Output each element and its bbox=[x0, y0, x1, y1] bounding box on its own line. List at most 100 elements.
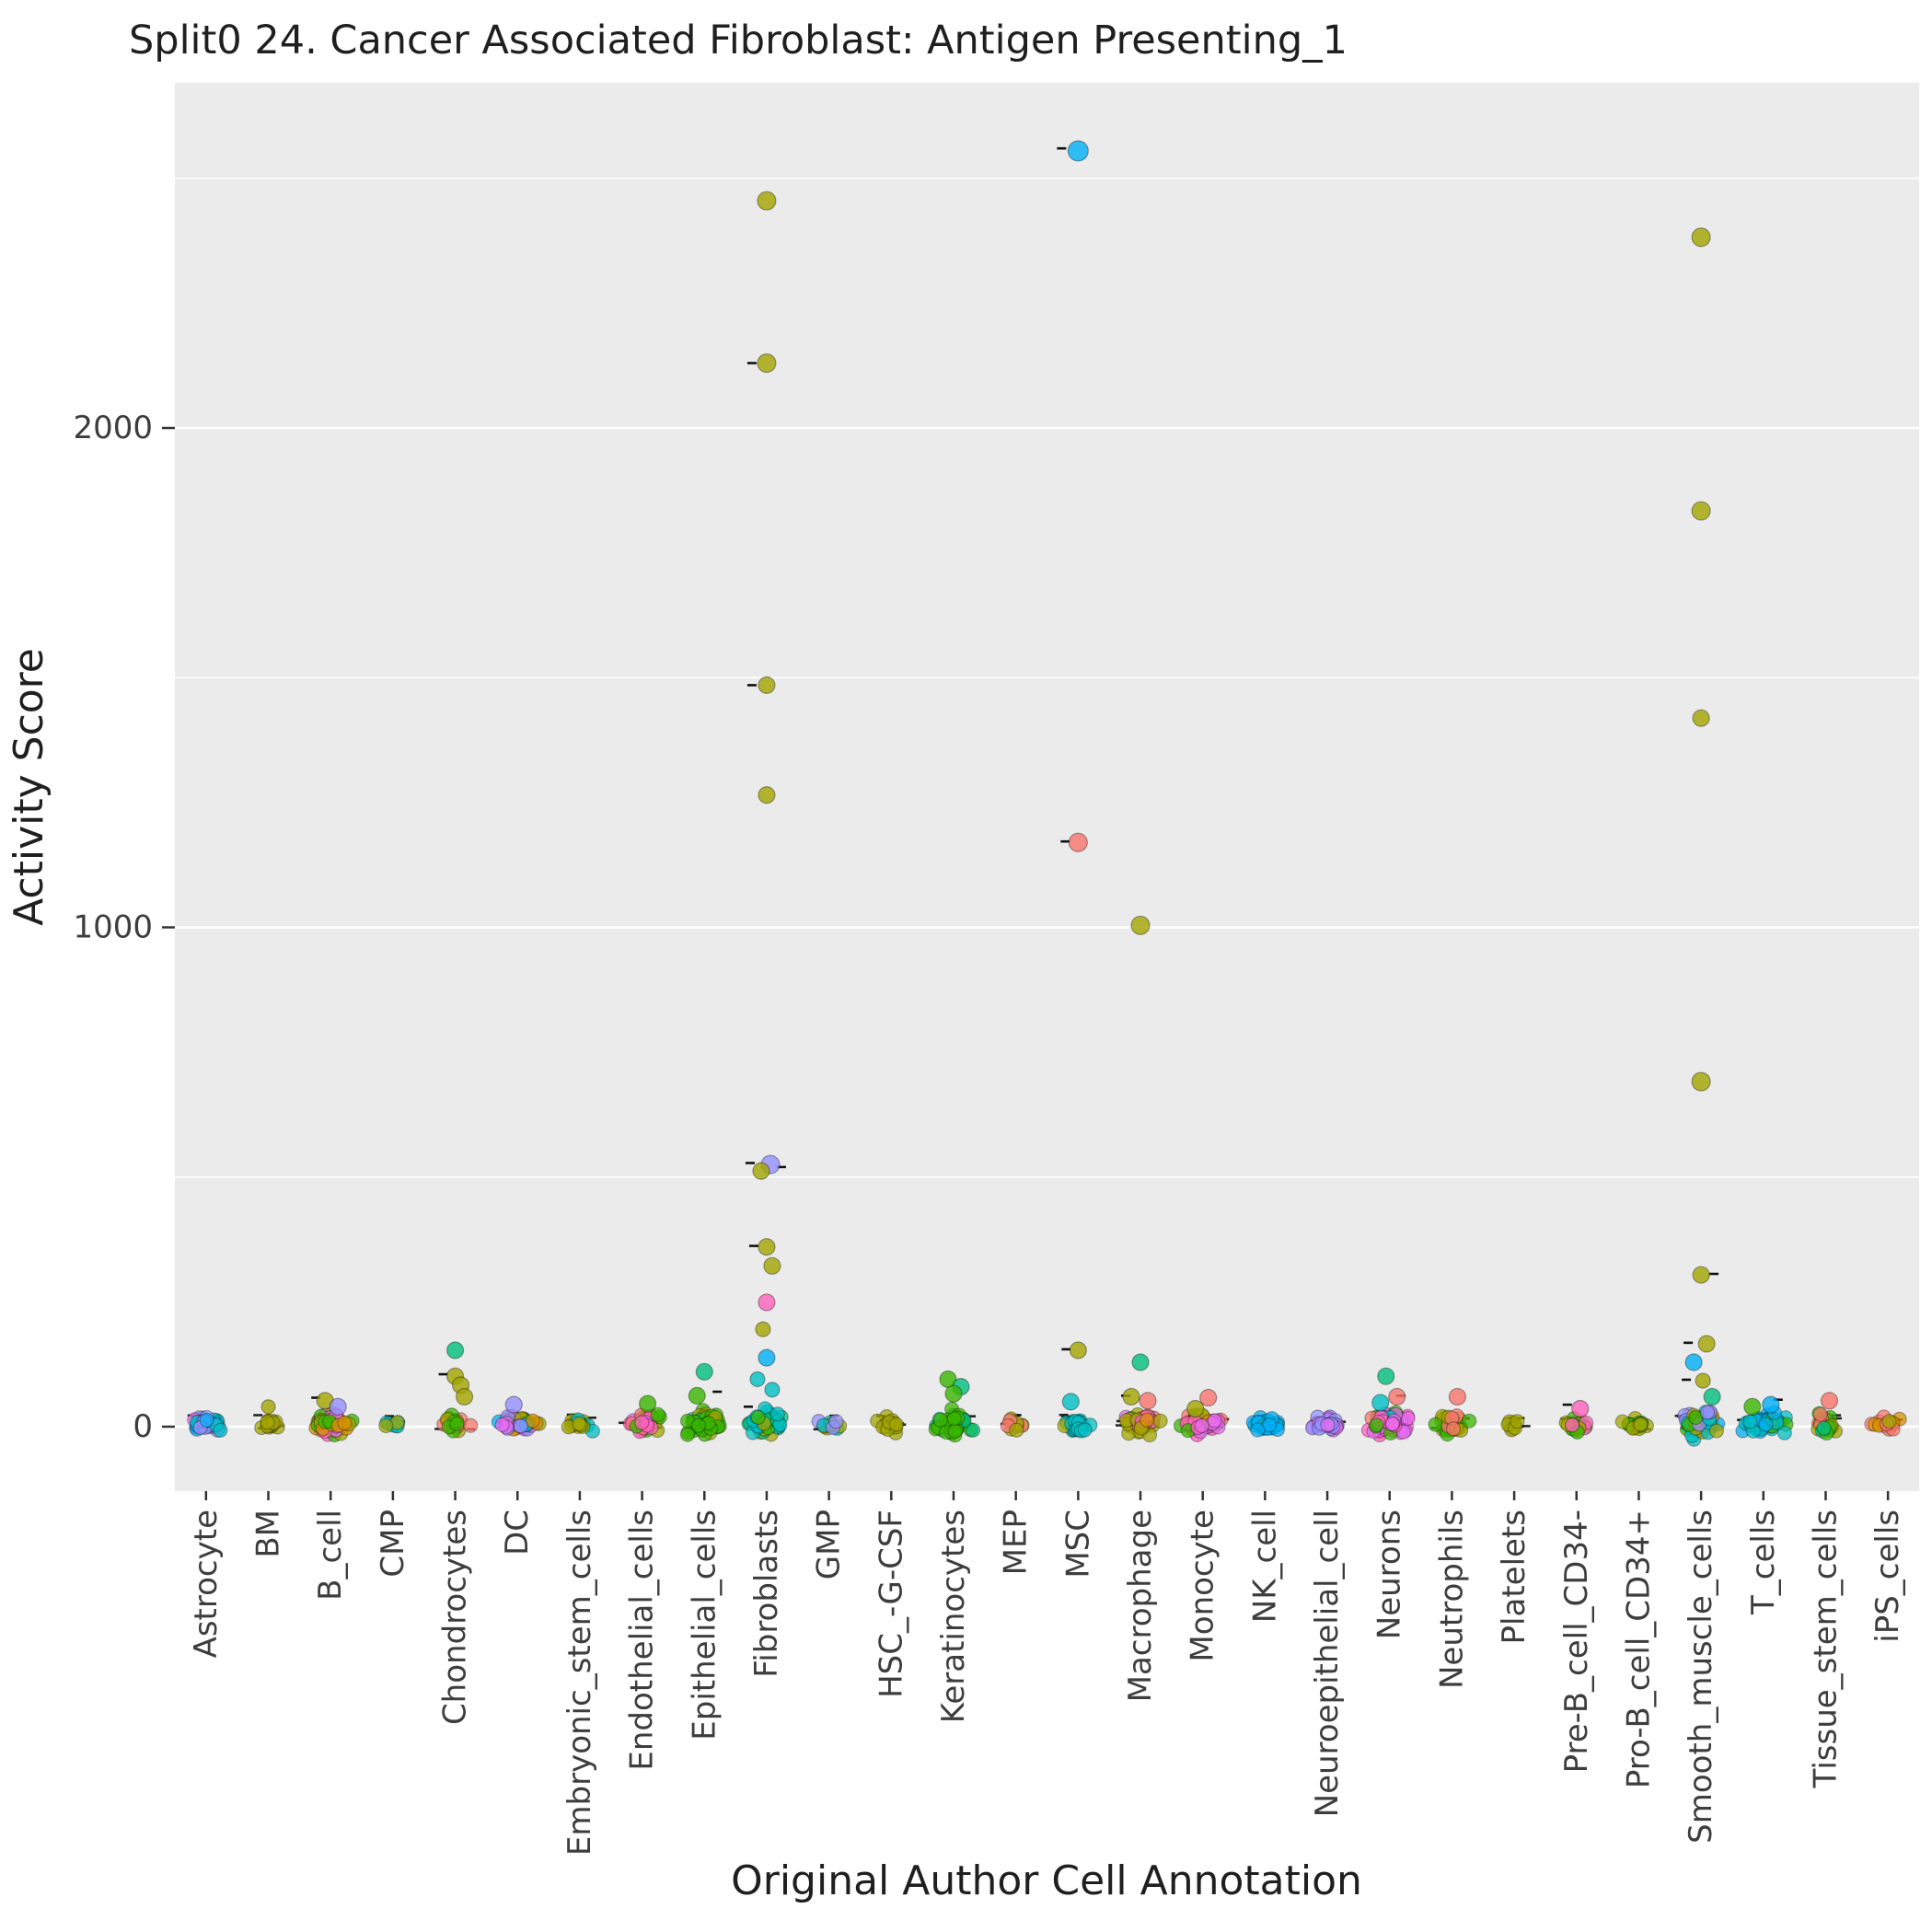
outlier-point bbox=[1743, 1397, 1762, 1416]
data-dash bbox=[384, 1415, 394, 1417]
data-point bbox=[932, 1412, 948, 1428]
data-point bbox=[1758, 1417, 1774, 1432]
outlier-point bbox=[752, 1162, 770, 1180]
outlier-point bbox=[1820, 1392, 1839, 1410]
outlier-point bbox=[1130, 915, 1151, 935]
data-point bbox=[634, 1415, 650, 1430]
data-point bbox=[525, 1413, 540, 1429]
outlier-point bbox=[939, 1370, 957, 1389]
x-tick-label: Smooth_muscle_cells bbox=[1683, 1510, 1719, 1844]
data-point bbox=[1881, 1414, 1897, 1429]
outlier-point bbox=[504, 1395, 523, 1414]
x-tick-label: GMP bbox=[811, 1510, 848, 1579]
data-dash bbox=[1521, 1425, 1531, 1428]
data-point bbox=[378, 1417, 394, 1434]
data-dash bbox=[1057, 146, 1067, 150]
plot-panel-layer: 0 1000 2000 Astrocyte BM B_cell CMP Chondrocyte… bbox=[73, 83, 1919, 1856]
data-dash bbox=[438, 1372, 448, 1376]
data-dash bbox=[745, 1162, 755, 1164]
x-tick-label: Neurons bbox=[1371, 1510, 1408, 1639]
data-point bbox=[1510, 1414, 1525, 1429]
data-point bbox=[1742, 1414, 1758, 1429]
data-point bbox=[199, 1412, 214, 1429]
outlier-point bbox=[1684, 1353, 1703, 1371]
outlier-point bbox=[1068, 832, 1088, 852]
y-tick-label: 2000 bbox=[73, 410, 153, 446]
x-tick-label: Endothelial_cells bbox=[624, 1510, 661, 1771]
outlier-point bbox=[758, 1238, 776, 1256]
data-point bbox=[1699, 1405, 1716, 1420]
outlier-point bbox=[758, 1348, 776, 1367]
x-tick-label: Monocyte bbox=[1185, 1510, 1221, 1662]
data-dash bbox=[253, 1414, 263, 1417]
x-axis-title: Original Author Cell Annotation bbox=[731, 1857, 1362, 1904]
data-point bbox=[947, 1423, 963, 1439]
plot-panel bbox=[175, 83, 1919, 1491]
data-point bbox=[1207, 1413, 1222, 1429]
data-dash bbox=[1773, 1398, 1783, 1402]
data-point bbox=[1262, 1417, 1278, 1433]
outlier-point bbox=[1703, 1387, 1721, 1406]
x-tick-label: CMP bbox=[375, 1510, 411, 1578]
outlier-point bbox=[1377, 1367, 1395, 1385]
outlier-point bbox=[755, 1321, 771, 1337]
data-point bbox=[1428, 1417, 1443, 1432]
outlier-point bbox=[757, 191, 777, 211]
x-tick-label: MEP bbox=[998, 1510, 1035, 1575]
data-point bbox=[965, 1422, 981, 1438]
outlier-point bbox=[1122, 1387, 1140, 1406]
data-dash bbox=[1562, 1403, 1572, 1406]
data-point bbox=[769, 1406, 785, 1422]
data-dash bbox=[1682, 1378, 1692, 1382]
outlier-point bbox=[757, 353, 777, 374]
x-tick-label: iPS_cells bbox=[1869, 1510, 1906, 1643]
x-tick-label: T_cells bbox=[1745, 1510, 1782, 1615]
outlier-point bbox=[1131, 1353, 1150, 1371]
data-dash bbox=[1059, 1413, 1069, 1417]
data-dash bbox=[1832, 1417, 1842, 1420]
outlier-point bbox=[764, 1382, 781, 1398]
data-point bbox=[888, 1417, 904, 1432]
data-point bbox=[337, 1415, 353, 1431]
data-dash bbox=[712, 1390, 723, 1394]
data-point bbox=[1369, 1417, 1384, 1433]
y-tick-label: 0 bbox=[133, 1408, 153, 1445]
x-tick-label: Macrophage bbox=[1122, 1510, 1159, 1702]
outlier-point bbox=[944, 1384, 963, 1403]
x-tick-label: Chondrocytes bbox=[437, 1510, 474, 1725]
outlier-point bbox=[1691, 1071, 1711, 1092]
outlier-point bbox=[758, 676, 776, 694]
x-tick-label: Neutrophils bbox=[1433, 1510, 1470, 1689]
data-point bbox=[1140, 1412, 1155, 1428]
data-dash bbox=[748, 1244, 758, 1247]
data-point bbox=[260, 1415, 275, 1430]
outlier-point bbox=[688, 1386, 706, 1405]
data-dash bbox=[1060, 839, 1070, 843]
outlier-point bbox=[1067, 140, 1089, 162]
x-tick-label: Tissue_stem_cells bbox=[1807, 1510, 1844, 1788]
outlier-point bbox=[1061, 1393, 1080, 1411]
outlier-point bbox=[445, 1341, 465, 1359]
x-tick-label: Embryonic_stem_cells bbox=[561, 1510, 598, 1856]
x-tick-label: Epithelial_cells bbox=[686, 1510, 723, 1741]
data-point bbox=[1776, 1425, 1792, 1440]
data-dash bbox=[586, 1416, 596, 1419]
x-tick-label: HSC_-G-CSF bbox=[873, 1510, 909, 1698]
chart-title: Split0 24. Cancer Associated Fibroblast:… bbox=[129, 17, 1348, 64]
data-dash bbox=[618, 1421, 628, 1425]
outlier-point bbox=[695, 1362, 713, 1381]
data-point bbox=[690, 1417, 707, 1433]
data-dash bbox=[1709, 1272, 1719, 1276]
data-dash bbox=[746, 362, 757, 364]
x-tick-label: NK_cell bbox=[1246, 1510, 1283, 1623]
outlier-point bbox=[1691, 501, 1711, 521]
data-dash bbox=[966, 1415, 977, 1417]
data-point bbox=[1077, 1422, 1093, 1438]
data-point bbox=[1445, 1421, 1462, 1437]
x-tick-label: DC bbox=[499, 1510, 536, 1556]
outlier-point bbox=[758, 786, 776, 804]
x-tick-label: Platelets bbox=[1496, 1510, 1533, 1644]
data-dash bbox=[743, 1406, 753, 1408]
